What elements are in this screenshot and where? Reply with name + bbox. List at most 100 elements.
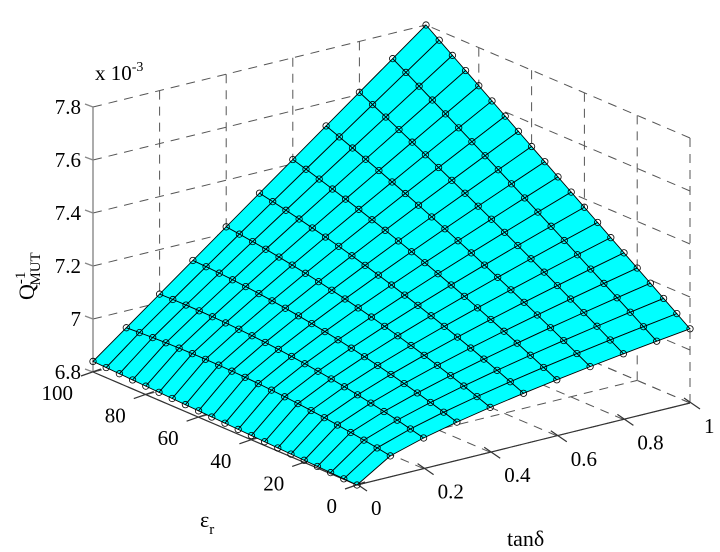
data-point-marker [473,304,482,312]
data-point-marker [448,51,456,59]
data-point-marker [514,241,522,250]
data-point-marker [534,208,542,216]
data-point-marker [500,228,509,236]
z-axis-label: Q-1MUT [13,252,44,300]
data-point-marker [142,382,150,390]
data-point-marker [374,271,382,279]
data-point-marker [235,230,243,238]
data-point-marker [527,142,536,151]
tan-delta-tick-label: 0 [371,496,382,520]
epsilon-tick-label: 80 [105,404,126,428]
data-point-marker [215,269,223,277]
data-point-marker [440,408,448,416]
data-point-marker [301,269,309,277]
data-point-marker [460,292,468,300]
data-point-marker [434,270,442,278]
data-point-marker [175,344,183,352]
data-point-marker [353,391,362,399]
data-point-marker [413,389,421,397]
data-point-marker [287,450,295,458]
data-point-marker [115,370,124,378]
data-point-marker [553,281,562,290]
data-point-marker [340,475,348,483]
data-point-marker [395,125,403,134]
data-point-marker [260,438,269,446]
tan-delta-tick [417,463,434,476]
z-multiplier-label: x 10-3 [95,60,143,85]
data-point-marker [380,407,388,416]
data-point-marker [467,249,475,257]
data-point-marker [315,175,323,183]
z-tick [84,209,94,214]
data-point-marker [401,189,409,198]
data-point-marker [653,337,661,345]
data-point-marker [593,218,602,227]
data-point-marker [249,237,257,246]
data-point-marker [460,382,468,390]
data-point-marker [560,336,568,345]
epsilon-tick-label: 40 [210,449,231,473]
z-tick-label: 7 [71,307,82,331]
data-point-marker [639,323,648,331]
data-point-marker [626,308,634,316]
data-point-marker [547,222,555,230]
data-point-marker [289,155,297,164]
data-point-marker [527,255,535,263]
data-point-marker [320,414,328,422]
data-point-marker [461,66,470,75]
data-point-marker [268,297,276,305]
epsilon-tick-label: 20 [263,471,284,495]
data-point-marker [355,205,363,213]
data-point-marker [540,268,548,276]
data-point-marker [446,372,455,380]
epsilon-tick [186,413,207,422]
tan-delta-tick [617,413,634,426]
data-point-marker [506,378,514,386]
data-point-marker [435,36,443,44]
x-axis-label: tanδ [507,526,544,551]
tan-delta-tick-label: 1 [704,414,715,438]
data-point-marker [353,481,361,489]
data-point-marker [302,165,310,173]
data-point-marker [573,349,581,358]
data-point-marker [348,252,356,260]
data-point-marker [374,361,382,370]
data-point-marker [228,276,237,284]
data-point-marker [333,421,342,429]
data-point-marker [295,215,303,223]
data-point-marker [162,339,170,347]
data-point-marker [222,319,230,327]
data-point-marker [386,452,394,460]
data-point-marker [228,367,236,375]
data-point-marker [493,366,501,374]
data-point-marker [486,403,494,411]
data-point-marker [475,82,483,90]
data-point-marker [519,389,528,397]
data-point-marker [156,290,164,298]
data-point-marker [422,21,430,29]
data-point-marker [222,223,230,231]
z-tick [84,262,94,267]
z-tick-label: 6.8 [55,360,81,384]
data-point-marker [566,295,575,303]
data-point-marker [580,309,588,317]
data-point-marker [255,189,264,197]
data-point-marker [360,353,369,361]
data-point-marker [414,301,422,309]
data-point-marker [427,312,435,320]
data-point-marker [267,386,276,394]
data-point-marker [441,110,450,118]
data-point-marker [606,336,614,344]
data-point-marker [261,338,269,347]
data-point-marker [129,376,137,384]
data-point-marker [340,383,348,391]
data-point-marker [520,298,528,306]
data-point-marker [387,281,396,289]
data-point-marker [294,312,303,320]
data-point-marker [208,313,216,321]
data-point-marker [301,360,309,368]
data-point-marker [322,122,330,130]
data-point-marker [201,355,210,363]
data-point-marker [433,361,441,369]
data-point-marker [242,282,250,291]
